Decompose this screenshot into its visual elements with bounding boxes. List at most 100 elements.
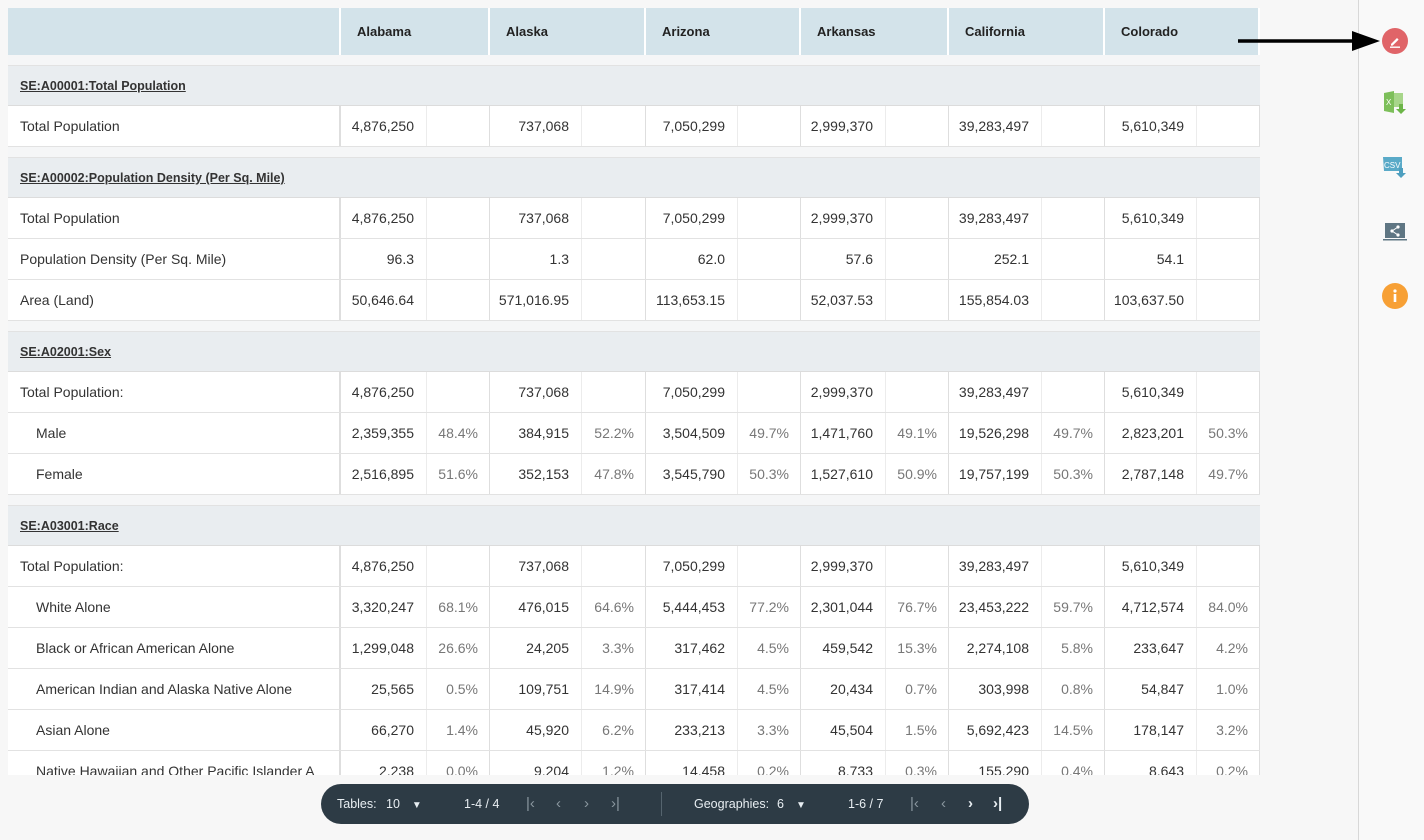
percent-cell	[1042, 239, 1105, 279]
value-cell: 4,876,250	[341, 546, 427, 586]
percent-cell	[886, 372, 949, 412]
tables-last-icon[interactable]: ›|	[611, 795, 620, 812]
section-title-link[interactable]: SE:A03001:Race	[20, 519, 119, 533]
value-cell: 3,545,790	[646, 454, 738, 494]
section-header: SE:A02001:Sex	[8, 332, 1260, 372]
percent-cell: 3.2%	[1197, 710, 1260, 750]
value-cell: 2,999,370	[801, 106, 886, 146]
percent-cell: 52.2%	[582, 413, 646, 453]
value-cell: 5,610,349	[1105, 198, 1197, 238]
value-cell: 8,733	[801, 751, 886, 775]
percent-cell: 0.5%	[427, 669, 490, 709]
value-cell: 66,270	[341, 710, 427, 750]
value-cell: 352,153	[490, 454, 582, 494]
value-cell: 1.3	[490, 239, 582, 279]
percent-cell	[738, 198, 801, 238]
percent-cell: 4.5%	[738, 669, 801, 709]
percent-cell: 64.6%	[582, 587, 646, 627]
section-title-link[interactable]: SE:A02001:Sex	[20, 345, 112, 359]
value-cell: 1,299,048	[341, 628, 427, 668]
percent-cell	[427, 280, 490, 320]
value-cell: 113,653.15	[646, 280, 738, 320]
value-cell: 7,050,299	[646, 372, 738, 412]
value-cell: 3,504,509	[646, 413, 738, 453]
geographies-next-icon[interactable]: ›	[968, 795, 973, 812]
column-header[interactable]: Alaska	[490, 8, 646, 55]
value-cell: 5,610,349	[1105, 546, 1197, 586]
percent-cell: 59.7%	[1042, 587, 1105, 627]
percent-cell	[738, 106, 801, 146]
percent-cell: 68.1%	[427, 587, 490, 627]
percent-cell: 14.5%	[1042, 710, 1105, 750]
table-row: Total Population: 4,876,250 737,068 7,050,2…	[8, 372, 1260, 413]
tables-prev-icon[interactable]: ‹	[556, 795, 561, 812]
table-row: Native Hawaiian and Other Pacific Island…	[8, 751, 1260, 775]
percent-cell	[886, 239, 949, 279]
value-cell: 3,320,247	[341, 587, 427, 627]
percent-cell: 50.3%	[1042, 454, 1105, 494]
percent-cell: 84.0%	[1197, 587, 1260, 627]
geographies-last-icon[interactable]: ›|	[993, 795, 1003, 812]
percent-cell	[1042, 198, 1105, 238]
tables-per-page-select[interactable]: 10 ▼	[386, 797, 422, 811]
row-label: Area (Land)	[8, 280, 341, 320]
row-label: Male	[8, 413, 341, 453]
value-cell: 14,458	[646, 751, 738, 775]
value-cell: 19,757,199	[949, 454, 1042, 494]
tables-first-icon[interactable]: |‹	[526, 795, 535, 812]
tables-label: Tables:	[337, 797, 377, 811]
value-cell: 24,205	[490, 628, 582, 668]
percent-cell: 0.7%	[886, 669, 949, 709]
annotation-arrow	[1238, 31, 1380, 51]
value-cell: 1,471,760	[801, 413, 886, 453]
percent-cell: 1.5%	[886, 710, 949, 750]
section-title-link[interactable]: SE:A00001:Total Population	[20, 79, 186, 93]
percent-cell: 5.8%	[1042, 628, 1105, 668]
value-cell: 7,050,299	[646, 198, 738, 238]
geographies-per-page-select[interactable]: 6 ▼	[777, 797, 806, 811]
percent-cell: 0.2%	[738, 751, 801, 775]
percent-cell	[1197, 198, 1260, 238]
row-label: Population Density (Per Sq. Mile)	[8, 239, 341, 279]
pagination-bar: Tables: 10 ▼ 1-4 / 4 |‹ ‹ › ›| Geographie…	[321, 784, 1029, 824]
column-header[interactable]: Arizona	[646, 8, 801, 55]
value-cell: 233,213	[646, 710, 738, 750]
percent-cell: 4.5%	[738, 628, 801, 668]
geographies-range: 1-6 / 7	[848, 797, 884, 811]
percent-cell: 51.6%	[427, 454, 490, 494]
value-cell: 9,204	[490, 751, 582, 775]
value-cell: 45,504	[801, 710, 886, 750]
value-cell: 19,526,298	[949, 413, 1042, 453]
geographies-prev-icon[interactable]: ‹	[941, 795, 946, 812]
value-cell: 155,854.03	[949, 280, 1042, 320]
value-cell: 2,516,895	[341, 454, 427, 494]
table-row: Male 2,359,355 48.4% 384,915 52.2% 3,504,509 4…	[8, 413, 1260, 454]
column-header[interactable]: Arkansas	[801, 8, 949, 55]
csv-download-icon[interactable]: CSV	[1382, 154, 1408, 180]
value-cell: 96.3	[341, 239, 427, 279]
percent-cell	[886, 198, 949, 238]
column-header[interactable]: California	[949, 8, 1105, 55]
value-cell: 2,787,148	[1105, 454, 1197, 494]
section-spacer	[8, 321, 1260, 332]
percent-cell	[886, 280, 949, 320]
percent-cell	[582, 106, 646, 146]
percent-cell: 48.4%	[427, 413, 490, 453]
row-label: Black or African American Alone	[8, 628, 341, 668]
value-cell: 2,999,370	[801, 372, 886, 412]
percent-cell	[1197, 280, 1260, 320]
edit-icon[interactable]	[1382, 28, 1408, 54]
excel-download-icon[interactable]: X	[1382, 89, 1408, 115]
geographies-first-icon[interactable]: |‹	[910, 795, 919, 812]
column-header[interactable]: Colorado	[1105, 8, 1260, 55]
section-title-link[interactable]: SE:A00002:Population Density (Per Sq. Mi…	[20, 171, 285, 185]
column-header[interactable]: Alabama	[341, 8, 490, 55]
tables-next-icon[interactable]: ›	[584, 795, 589, 812]
percent-cell	[582, 198, 646, 238]
geographies-label: Geographies:	[694, 797, 770, 811]
value-cell: 571,016.95	[490, 280, 582, 320]
right-toolbar: X CSV	[1358, 0, 1424, 840]
info-icon[interactable]	[1382, 283, 1408, 309]
percent-cell	[738, 372, 801, 412]
share-icon[interactable]	[1382, 219, 1408, 245]
